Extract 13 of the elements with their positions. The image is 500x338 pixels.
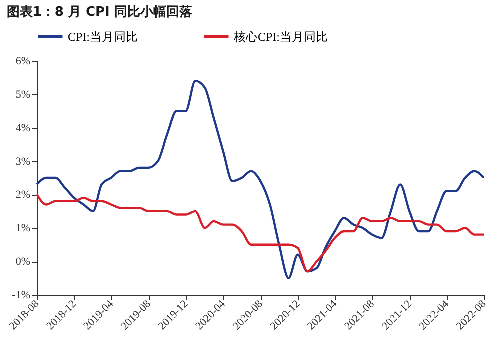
y-tick-label: 2%	[16, 189, 30, 202]
legend-label: 核心CPI:当月同比	[233, 30, 328, 44]
y-tick-label: 4%	[16, 122, 30, 134]
y-tick-label: 3%	[16, 156, 30, 168]
y-tick-label: 5%	[16, 88, 30, 101]
y-tick-label: -1%	[12, 290, 30, 302]
y-tick-label: 1%	[16, 222, 30, 235]
line-series	[36, 194, 486, 273]
chart-title: 图表1：8 月 CPI 同比小幅回落	[6, 5, 194, 20]
line-series	[36, 80, 486, 280]
y-tick-label: 6%	[16, 56, 30, 68]
legend-label: CPI:当月同比	[68, 30, 138, 44]
y-tick-label: 0%	[16, 256, 30, 268]
